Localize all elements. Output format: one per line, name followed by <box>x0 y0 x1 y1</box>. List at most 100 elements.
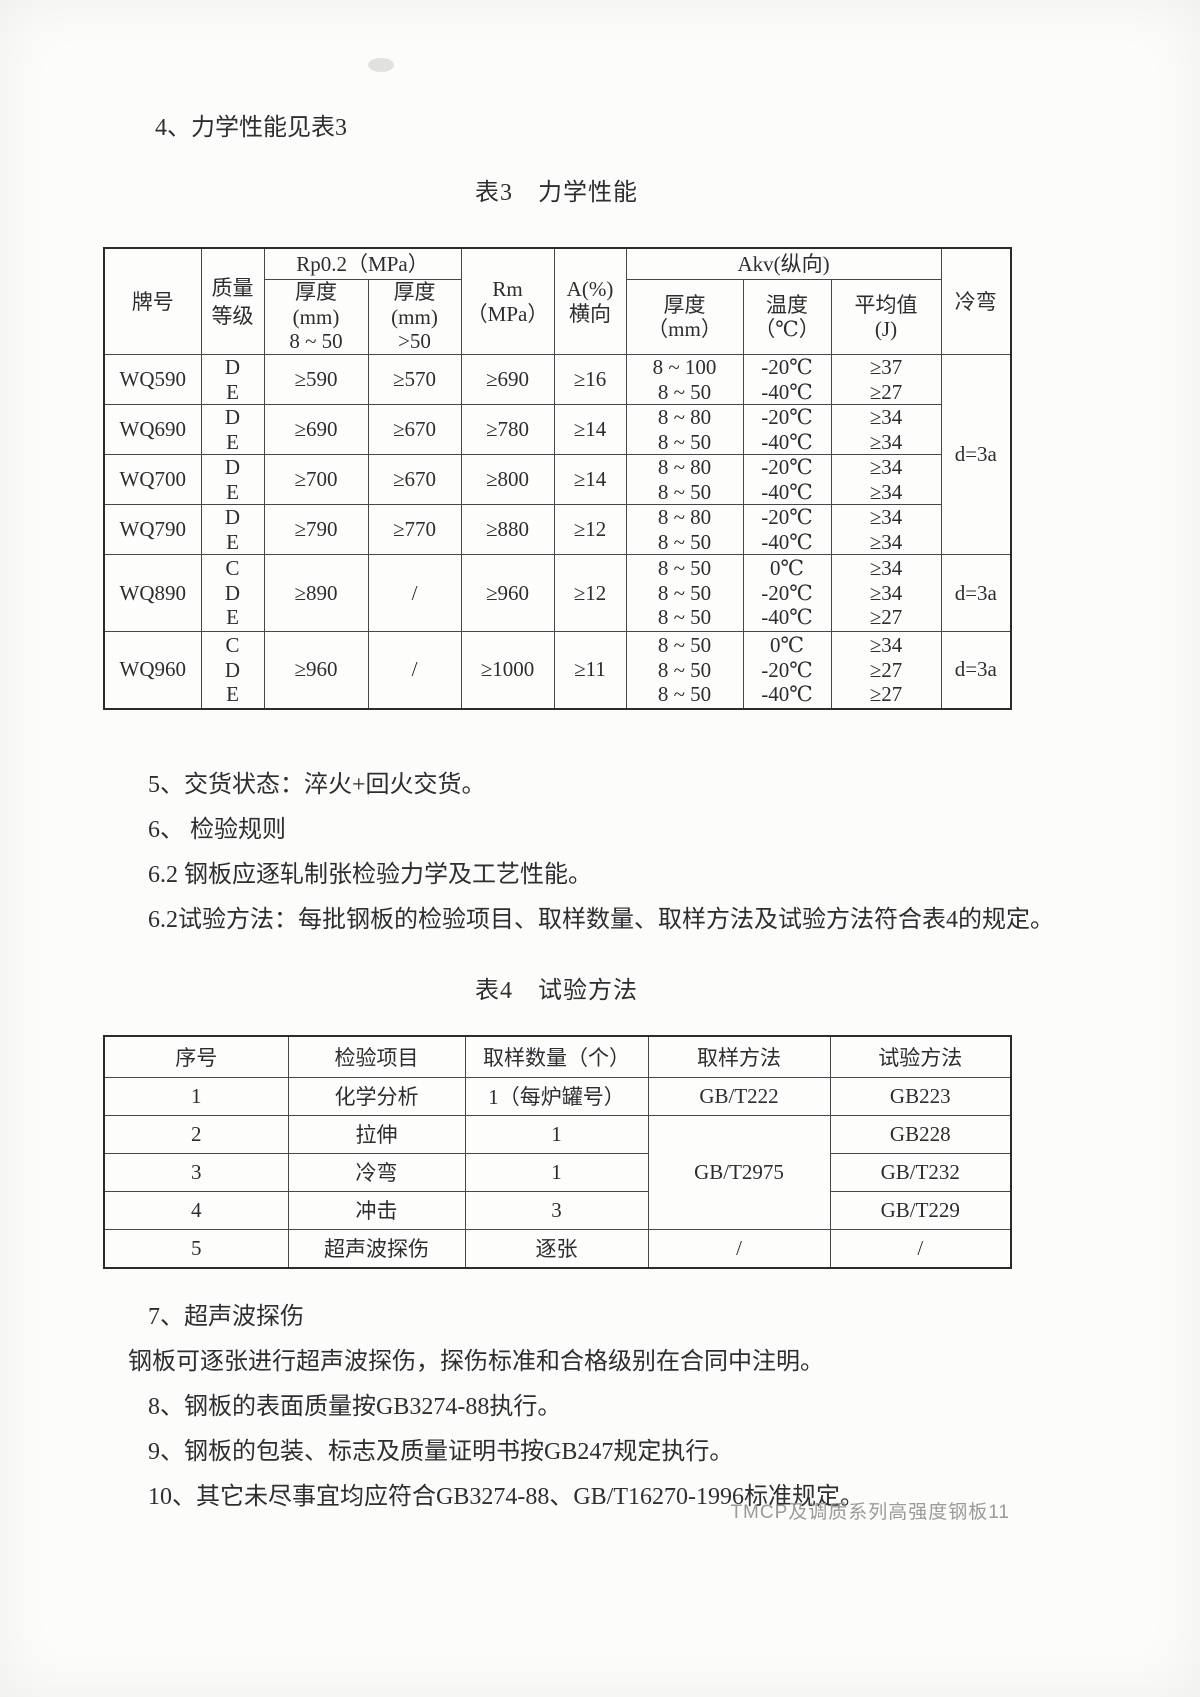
table3-row-WQ960: WQ960 C D E ≥960/≥1000 ≥11 8 ~ 50 8 ~ 50 8 ~ 50 0… <box>103 631 1012 709</box>
table4-body: 1 化学分析 1（每炉罐号） GB/T222 GB223 2 拉伸 1 GB/T2975 GB22… <box>103 1076 1012 1268</box>
note-other-matters: 10、其它未尽事宜均应符合GB3274-88、GB/T16270-1996标准规… <box>148 1483 864 1510</box>
t3-akv-avg-cell: ≥34 ≥34 <box>830 454 942 505</box>
t3-rp-gt50-cell: ≥670 <box>367 454 462 505</box>
note-ultrasonic-heading: 7、超声波探伤 <box>148 1303 304 1330</box>
note-6-2-b: 6.2试验方法：每批钢板的检验项目、取样数量、取样方法及试验方法符合表4的规定。 <box>148 906 1054 933</box>
t4-qty-cell: 1 <box>464 1114 649 1154</box>
note-packaging: 9、钢板的包装、标志及质量证明书按GB247规定执行。 <box>148 1438 734 1465</box>
t3-grade-cell: WQ790 <box>103 504 202 555</box>
note-surface-quality: 8、钢板的表面质量按GB3274-88执行。 <box>148 1393 562 1420</box>
t3-a-percent-cell: ≥12 <box>553 504 627 555</box>
t3-header-cold-bend: 冷弯 <box>940 247 1012 355</box>
t3-akv-avg-cell: ≥34 ≥34 <box>830 404 942 455</box>
t4-item-cell: 拉伸 <box>287 1114 466 1154</box>
t4-test-cell: GB228 <box>829 1114 1012 1154</box>
page-footer: TMCP及调质系列高强度钢板11 <box>730 1502 1010 1523</box>
t3-header-quality: 质量等级 <box>200 247 265 355</box>
t3-akv-thickness-cell: 8 ~ 50 8 ~ 50 8 ~ 50 <box>625 554 744 632</box>
table3-body: WQ590 D E ≥590 ≥570 ≥690 ≥16 8 ~ 100 8 ~ 50 -20℃ -… <box>103 354 1012 709</box>
t3-rp-8-50-cell: ≥960 <box>263 631 369 709</box>
t4-item-cell: 超声波探伤 <box>287 1228 466 1268</box>
t3-akv-temp-cell: -20℃ -40℃ <box>742 354 832 405</box>
t3-header-akv-temp: 温度 （℃） <box>742 279 832 355</box>
note-6-2-a: 6.2 钢板应逐轧制张检验力学及工艺性能。 <box>148 861 592 888</box>
t4-header-qty: 取样数量（个） <box>464 1035 649 1078</box>
note-inspection-rules: 6、 检验规则 <box>148 816 286 843</box>
t3-rp-8-50-cell: ≥700 <box>263 454 369 505</box>
t3-rm-cell: ≥960 <box>460 554 555 632</box>
t3-grade-cell: WQ960 <box>103 631 202 709</box>
t4-header-sampling: 取样方法 <box>647 1035 831 1078</box>
note-ultrasonic-detail: 钢板可逐张进行超声波探伤，探伤标准和合格级别在合同中注明。 <box>128 1348 824 1375</box>
t3-akv-temp-cell: 0℃ -20℃ -40℃ <box>742 631 832 709</box>
table4-header: 序号 检验项目 取样数量（个） 取样方法 试验方法 <box>103 1035 1012 1078</box>
table4-row-5: 5 超声波探伤 逐张 / / <box>103 1228 1012 1268</box>
t3-rp-8-50-cell: ≥890 <box>263 554 369 632</box>
t3-rm-cell: ≥800 <box>460 454 555 505</box>
t4-test-cell: GB/T232 <box>829 1152 1012 1192</box>
t3-akv-thickness-cell: 8 ~ 50 8 ~ 50 8 ~ 50 <box>625 631 744 709</box>
t3-akv-temp-cell: -20℃ -40℃ <box>742 454 832 505</box>
t3-rp-8-50-cell: ≥790 <box>263 504 369 555</box>
t3-akv-thickness-cell: 8 ~ 80 8 ~ 50 <box>625 404 744 455</box>
t3-akv-thickness-cell: 8 ~ 100 8 ~ 50 <box>625 354 744 405</box>
t3-cold-bend-cell: d=3a <box>940 631 1012 709</box>
t3-a-percent-cell: ≥14 <box>553 454 627 505</box>
table3-row-WQ590: WQ590 D E ≥590 ≥570 ≥690 ≥16 8 ~ 100 8 ~ 50 -20℃ -… <box>103 354 1012 555</box>
table3-row-WQ890: WQ890 C D E ≥890/≥960 ≥12 8 ~ 50 8 ~ 50 8 ~ 50 0℃… <box>103 554 1012 632</box>
t3-a-percent-cell: ≥11 <box>553 631 627 709</box>
t3-rm-cell: ≥880 <box>460 504 555 555</box>
t3-akv-temp-cell: 0℃ -20℃ -40℃ <box>742 554 832 632</box>
t3-cold-bend-cell: d=3a <box>940 354 1012 555</box>
t3-grade-cell: WQ690 <box>103 404 202 455</box>
t4-no-cell: 3 <box>103 1152 289 1192</box>
t3-akv-avg-cell: ≥34 ≥27 ≥27 <box>830 631 942 709</box>
t3-header-grade: 牌号 <box>103 247 202 355</box>
t3-rm-cell: ≥1000 <box>460 631 555 709</box>
t4-no-cell: 2 <box>103 1114 289 1154</box>
section-heading-4: 4、力学性能见表3 <box>155 115 347 141</box>
t4-header-item: 检验项目 <box>287 1035 466 1078</box>
t3-header-rp-group: Rp0.2（MPa） <box>263 247 462 280</box>
t3-akv-thickness-cell: 8 ~ 80 8 ~ 50 <box>625 504 744 555</box>
t4-qty-cell: 1 <box>464 1152 649 1192</box>
note-delivery-condition: 5、交货状态：淬火+回火交货。 <box>148 771 486 798</box>
t4-no-cell: 4 <box>103 1190 289 1230</box>
t3-rp-gt50-cell: ≥770 <box>367 504 462 555</box>
t3-a-percent-cell: ≥12 <box>553 554 627 632</box>
table4-test-methods: 序号 检验项目 取样数量（个） 取样方法 试验方法 1 化学分析 1（每炉罐号） GB… <box>103 1034 1012 1269</box>
t4-sampling-cell: GB/T222 <box>647 1076 831 1116</box>
t4-test-cell: / <box>829 1228 1012 1268</box>
t3-akv-avg-cell: ≥34 ≥34 <box>830 504 942 555</box>
t3-header-akv-thickness: 厚度 （mm） <box>625 279 744 355</box>
t3-a-percent-cell: ≥16 <box>553 354 627 405</box>
t3-rp-8-50-cell: ≥590 <box>263 354 369 405</box>
table3-row-WQ790: WQ790 D E ≥790 ≥770 ≥880 ≥12 8 ~ 80 8 ~ 50 -20℃ -4… <box>103 504 1011 555</box>
t4-sampling-cell: GB/T2975 <box>647 1114 831 1230</box>
t3-rm-cell: ≥780 <box>460 404 555 455</box>
t3-cold-bend-cell: d=3a <box>940 554 1012 632</box>
table3-mechanical-properties: 牌号 质量等级 Rp0.2（MPa） Rm （MPa） A(%) 横向 Akv(… <box>103 247 1013 710</box>
notes-bottom: 7、超声波探伤 钢板可逐张进行超声波探伤，探伤标准和合格级别在合同中注明。 8、… <box>103 1302 1103 1513</box>
page-content: 4、力学性能见表3 表3 力学性能 牌号 质量等级 Rp0.2（MPa） Rm … <box>103 0 1103 1527</box>
t4-item-cell: 化学分析 <box>287 1076 466 1116</box>
t3-rp-gt50-cell: ≥670 <box>367 404 462 455</box>
t3-grade-cell: WQ890 <box>103 554 202 632</box>
t3-header-rm: Rm （MPa） <box>460 247 555 355</box>
t4-test-cell: GB223 <box>829 1076 1012 1116</box>
t4-header-test: 试验方法 <box>829 1035 1012 1078</box>
table4-row-2: 2 拉伸 1 GB/T2975 GB228 <box>103 1114 1012 1230</box>
t4-item-cell: 冷弯 <box>287 1152 466 1192</box>
t4-qty-cell: 1（每炉罐号） <box>464 1076 649 1116</box>
t4-test-cell: GB/T229 <box>829 1190 1012 1230</box>
table4-row-3: 3 冷弯 1 GB/T232 <box>103 1152 1012 1192</box>
t4-item-cell: 冲击 <box>287 1190 466 1230</box>
t3-rp-gt50-cell: ≥570 <box>367 354 462 405</box>
t3-header-rp-thickness-gt50: 厚度 (mm) >50 <box>367 279 462 355</box>
t3-akv-avg-cell: ≥34 ≥34 ≥27 <box>830 554 942 632</box>
